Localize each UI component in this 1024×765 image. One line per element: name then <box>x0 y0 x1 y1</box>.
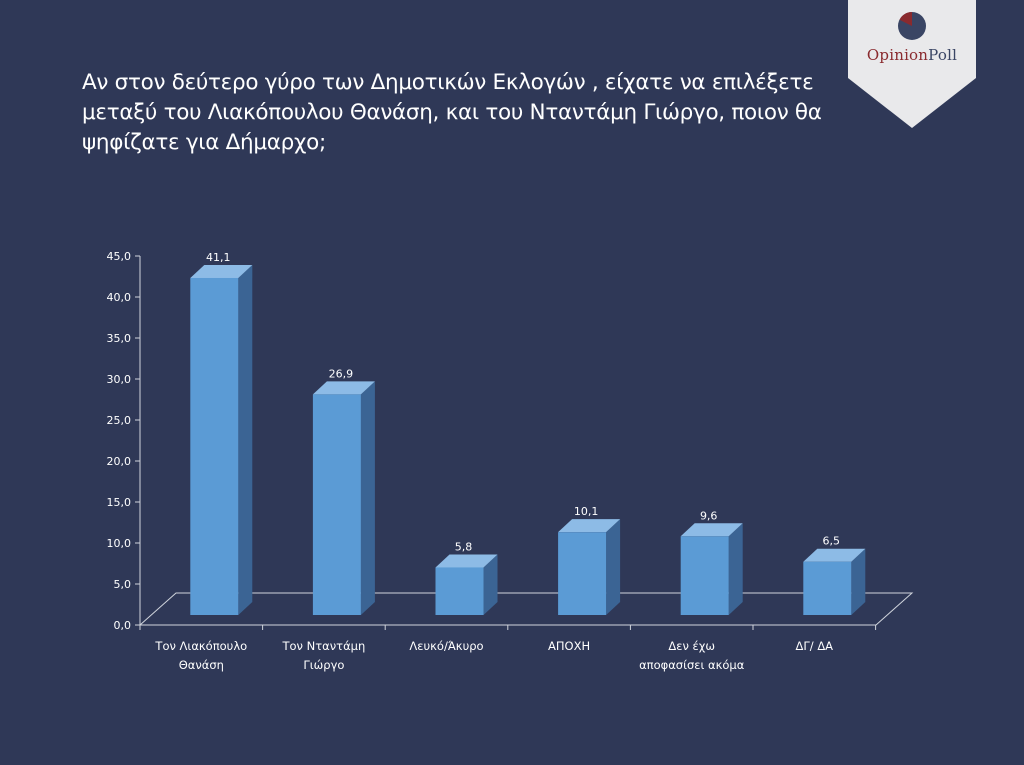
opinionpoll-logo: OpinionPoll <box>848 0 976 128</box>
logo-badge-shape <box>848 0 976 128</box>
data-label: 9,6 <box>700 509 718 522</box>
y-tick-label: 10,0 <box>107 537 132 550</box>
bar-top <box>803 548 866 562</box>
bar <box>435 567 484 615</box>
y-tick-label: 15,0 <box>107 496 132 509</box>
chart-title: Αν στον δεύτερο γύρο των Δημοτικών Εκλογ… <box>82 70 822 155</box>
x-tick-label: ΑΠΟΧΗ <box>548 639 590 653</box>
chart-floor <box>138 592 914 626</box>
data-label: 26,9 <box>329 367 354 380</box>
bar-top <box>558 519 621 533</box>
bar-side <box>238 264 253 615</box>
bar <box>312 394 361 615</box>
bar-side <box>606 519 621 615</box>
bar-top <box>680 523 743 537</box>
y-tick-label: 45,0 <box>107 250 132 263</box>
bar-side <box>483 554 498 615</box>
y-tick-label: 0,0 <box>114 619 132 632</box>
x-tick-label: Τον Νταντάμη <box>282 639 366 653</box>
bar-side <box>851 548 866 615</box>
y-tick-label: 35,0 <box>107 332 132 345</box>
bar-side <box>728 523 743 615</box>
y-tick-label: 30,0 <box>107 373 132 386</box>
data-label: 6,5 <box>823 535 841 548</box>
logo-word-opinion: Opinion <box>866 46 929 64</box>
bar <box>803 561 852 615</box>
bar-side <box>360 381 375 615</box>
bar <box>190 277 239 615</box>
x-tick-label: Τον Λιακόπουλο <box>154 639 247 653</box>
x-tick-label: αποφασίσει ακόμα <box>639 658 745 672</box>
y-tick-label: 5,0 <box>114 578 132 591</box>
x-tick-label: Γιώργο <box>303 658 344 672</box>
data-label: 5,8 <box>455 540 473 553</box>
bar-top <box>312 381 375 395</box>
data-label: 10,1 <box>574 505 599 518</box>
y-tick-label: 25,0 <box>107 414 132 427</box>
bar-top <box>435 554 498 568</box>
y-tick-label: 40,0 <box>107 291 132 304</box>
x-tick-label: Λευκό/Άκυρο <box>409 639 483 653</box>
x-tick-label: Θανάση <box>179 658 224 672</box>
data-label: 41,1 <box>206 251 231 264</box>
x-tick-label: Δεν έχω <box>668 639 715 653</box>
logo-word-poll: Poll <box>928 46 958 64</box>
bar <box>680 536 729 615</box>
bar <box>558 532 607 615</box>
y-tick-label: 20,0 <box>107 455 132 468</box>
x-tick-label: ΔΓ/ ΔΑ <box>796 639 834 653</box>
bar-top <box>190 264 253 278</box>
